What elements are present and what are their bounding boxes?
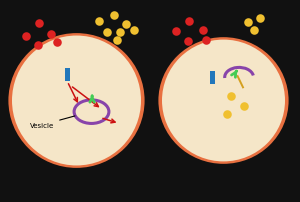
Point [187, 21, 191, 24]
Point [104, 32, 109, 35]
Point [118, 32, 122, 35]
Point [203, 39, 208, 42]
Point [173, 31, 178, 34]
Point [229, 95, 233, 99]
Ellipse shape [162, 40, 285, 162]
Point [200, 30, 205, 33]
Point [23, 35, 28, 38]
Ellipse shape [8, 34, 145, 168]
Point [115, 39, 119, 42]
Point [257, 18, 262, 21]
Bar [64, 69, 70, 82]
Point [97, 21, 101, 24]
Point [124, 24, 128, 27]
Point [131, 30, 136, 33]
Point [55, 41, 59, 44]
Bar [210, 72, 215, 85]
Point [224, 113, 229, 116]
Text: Vesicle: Vesicle [30, 116, 75, 128]
Point [185, 40, 190, 43]
Point [49, 33, 53, 36]
Ellipse shape [158, 38, 289, 164]
Ellipse shape [12, 36, 141, 166]
Point [35, 44, 40, 47]
Point [37, 23, 41, 26]
Point [245, 22, 250, 25]
Point [251, 30, 256, 33]
Point [112, 15, 116, 18]
Point [242, 104, 247, 108]
